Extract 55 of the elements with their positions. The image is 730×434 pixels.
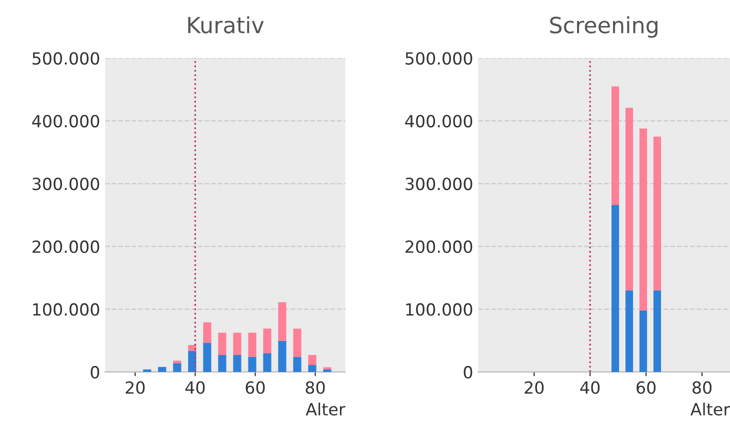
bar xyxy=(653,136,662,290)
bar xyxy=(263,328,272,354)
x-tick-label: 80 xyxy=(692,381,712,394)
x-tick-label: 60 xyxy=(636,381,656,394)
x-tick-label: 20 xyxy=(524,381,544,394)
bar xyxy=(611,86,620,206)
bar xyxy=(248,356,256,372)
bar xyxy=(218,332,226,355)
bar xyxy=(188,344,196,351)
bar xyxy=(203,342,212,372)
bar xyxy=(263,353,272,372)
x-tick-label: 20 xyxy=(126,381,145,394)
chart-title: Kurativ xyxy=(188,16,264,34)
bar xyxy=(143,369,152,372)
y-tick-label: 400.000 xyxy=(405,114,472,128)
y-tick-label: 500.000 xyxy=(32,52,100,65)
bar xyxy=(233,332,242,355)
bar xyxy=(278,302,286,341)
bar xyxy=(278,340,286,372)
y-tick-label: 0 xyxy=(464,366,472,379)
bar xyxy=(625,108,634,290)
bar xyxy=(611,205,620,372)
bar xyxy=(233,354,242,372)
bar xyxy=(248,332,256,357)
y-tick-label: 300.000 xyxy=(32,178,100,190)
bar xyxy=(308,365,316,372)
y-tick-label: 500.000 xyxy=(406,52,472,65)
y-tick-label: 100.000 xyxy=(33,303,100,316)
bar xyxy=(293,356,302,372)
bar xyxy=(173,363,182,372)
bar xyxy=(625,290,634,372)
bar xyxy=(158,366,166,372)
x-axis-title: Alter xyxy=(306,402,346,416)
chart-title: Screening xyxy=(550,16,658,38)
y-tick-label: 0 xyxy=(90,366,100,379)
y-tick-label: 200.000 xyxy=(406,240,472,253)
x-tick-label: 60 xyxy=(246,381,265,394)
bar xyxy=(639,310,648,372)
y-tick-label: 100.000 xyxy=(406,303,472,316)
bar xyxy=(203,322,212,343)
bar xyxy=(218,354,226,372)
y-tick-label: 400.000 xyxy=(32,114,100,128)
bar xyxy=(639,128,648,310)
bar xyxy=(323,369,332,372)
bar xyxy=(173,360,182,364)
x-axis-title: Alter xyxy=(690,402,730,416)
y-tick-label: 300.000 xyxy=(406,178,472,190)
bar xyxy=(653,290,662,372)
bar xyxy=(308,354,316,366)
x-tick-label: 40 xyxy=(580,381,600,394)
bar xyxy=(293,328,302,357)
y-tick-label: 200.000 xyxy=(32,240,100,253)
bar xyxy=(188,350,196,372)
x-tick-label: 40 xyxy=(185,381,205,394)
x-tick-label: 80 xyxy=(306,381,325,394)
